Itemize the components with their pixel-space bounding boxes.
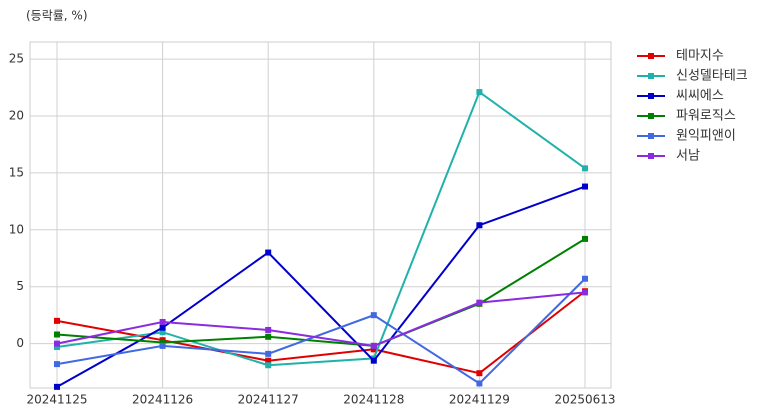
legend-label: 서남	[676, 149, 700, 164]
point-marker	[265, 350, 272, 357]
legend-marker	[648, 93, 654, 99]
legend-label: 파워로직스	[676, 109, 736, 124]
point-marker	[265, 362, 272, 369]
chart-title: (등락률, %)	[26, 9, 88, 23]
point-marker	[159, 342, 166, 349]
series-line	[56, 238, 586, 347]
point-marker	[582, 165, 588, 172]
point-marker	[265, 326, 272, 333]
x-tick-label: 20241128	[343, 393, 404, 407]
x-tick-label: 20241125	[26, 393, 87, 407]
x-tick-label: 20250613	[554, 393, 615, 407]
legend-marker	[648, 153, 654, 159]
y-tick-label: 0	[16, 336, 24, 350]
point-marker	[54, 344, 60, 351]
legend-marker	[648, 53, 654, 59]
point-marker	[159, 318, 166, 325]
point-marker	[476, 299, 483, 306]
series-line	[56, 185, 586, 388]
y-tick-label: 20	[9, 108, 24, 122]
point-marker	[159, 329, 166, 336]
legend-marker	[648, 73, 654, 79]
series-line	[56, 278, 586, 385]
point-marker	[159, 339, 166, 346]
x-tick-label: 20241126	[132, 393, 193, 407]
series-line	[56, 291, 586, 347]
point-marker	[265, 357, 272, 364]
y-tick-label: 15	[9, 165, 24, 179]
point-marker	[476, 380, 483, 387]
point-marker	[370, 357, 377, 364]
legend-marker	[648, 133, 654, 139]
point-marker	[476, 222, 483, 229]
legend-label: 신성델타테크	[676, 69, 748, 84]
point-marker	[582, 183, 588, 190]
legend-marker	[648, 113, 654, 119]
point-marker	[370, 312, 377, 319]
point-marker	[370, 346, 377, 353]
y-tick-label: 5	[16, 279, 24, 293]
point-marker	[370, 342, 377, 349]
plot-frame	[29, 41, 612, 389]
point-marker	[54, 317, 60, 324]
x-tick-label: 20241127	[238, 393, 299, 407]
y-tick-label: 10	[9, 222, 24, 236]
point-marker	[582, 235, 588, 242]
point-marker	[265, 249, 272, 256]
series-line	[56, 90, 586, 367]
point-marker	[476, 370, 483, 377]
point-marker	[54, 361, 60, 368]
point-marker	[54, 331, 60, 338]
point-marker	[582, 275, 588, 282]
point-marker	[54, 383, 60, 390]
point-marker	[582, 289, 588, 296]
x-tick-label: 20241129	[449, 393, 510, 407]
y-tick-label: 25	[9, 52, 24, 66]
point-marker	[265, 333, 272, 340]
legend-label: 테마지수	[676, 49, 724, 64]
point-marker	[54, 340, 60, 347]
point-marker	[159, 324, 166, 331]
point-marker	[476, 89, 483, 96]
legend-label: 원익피앤이	[676, 129, 736, 144]
legend-label: 씨씨에스	[676, 89, 724, 104]
